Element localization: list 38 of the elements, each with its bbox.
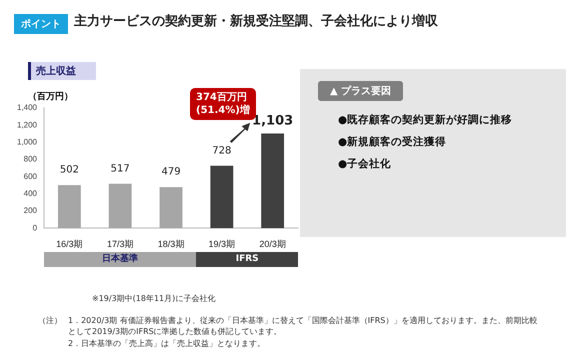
text: ●既存顧客の契約更新が好調に推移 [338, 113, 512, 127]
data-label: 479 [161, 166, 181, 178]
y-tick-label: 1,400 [16, 103, 38, 112]
text: （注） [38, 315, 62, 326]
bar [261, 134, 284, 228]
text: 2．日本基準の「売上高」は「売上収益」となります。 [68, 338, 266, 349]
bar [160, 187, 182, 228]
x-tick-label: 19/3期 [208, 239, 236, 250]
bar [210, 166, 234, 228]
text: 日本基準 [44, 252, 196, 268]
y-tick-label: 1,200 [16, 120, 38, 130]
bar [58, 185, 81, 228]
text: ●子会社化 [338, 157, 392, 171]
y-tick-label: 1,000 [16, 138, 38, 147]
data-label: 502 [60, 164, 79, 176]
data-label: 1,103 [252, 113, 294, 128]
bar [108, 184, 132, 228]
text: IFRS [196, 252, 298, 268]
y-axis-title: （百万円） [28, 90, 73, 103]
annotation: 374百万円 (51.4%)増 [196, 92, 250, 116]
y-tick-label: 600 [24, 172, 38, 181]
x-tick-label: 17/3期 [106, 239, 134, 250]
data-label: 728 [212, 145, 232, 156]
text: 1．2020/3期 有価証券報告書より、従来の「日本基準」に替えて「国際会計基準（IFRS）」を適用しております。また、前期比較として2019/3期のIFRSに準拠した数値も併記しています。 [68, 315, 538, 337]
x-tick-label: 20/3期 [259, 239, 286, 250]
text: ●新規顧客の受注獲得 [338, 135, 446, 149]
y-tick-label: 200 [24, 206, 38, 216]
y-tick-label: 400 [24, 189, 38, 198]
y-tick-label: 800 [24, 154, 38, 164]
text: ポイント [14, 14, 68, 34]
text: ※19/3期中(18年11月)に子会社化 [92, 293, 216, 304]
chart-title: 主力サービスの契約更新・新規受注堅調、子会社化により増収 [74, 12, 438, 30]
text: ▲ プラス要因 [318, 81, 404, 101]
x-tick-label: 18/3期 [158, 239, 184, 250]
y-tick-label: 0 [32, 223, 38, 232]
x-tick-label: 16/3期 [56, 239, 83, 250]
data-label: 517 [110, 163, 130, 174]
chart-subtitle: 売上収益 [28, 62, 96, 80]
